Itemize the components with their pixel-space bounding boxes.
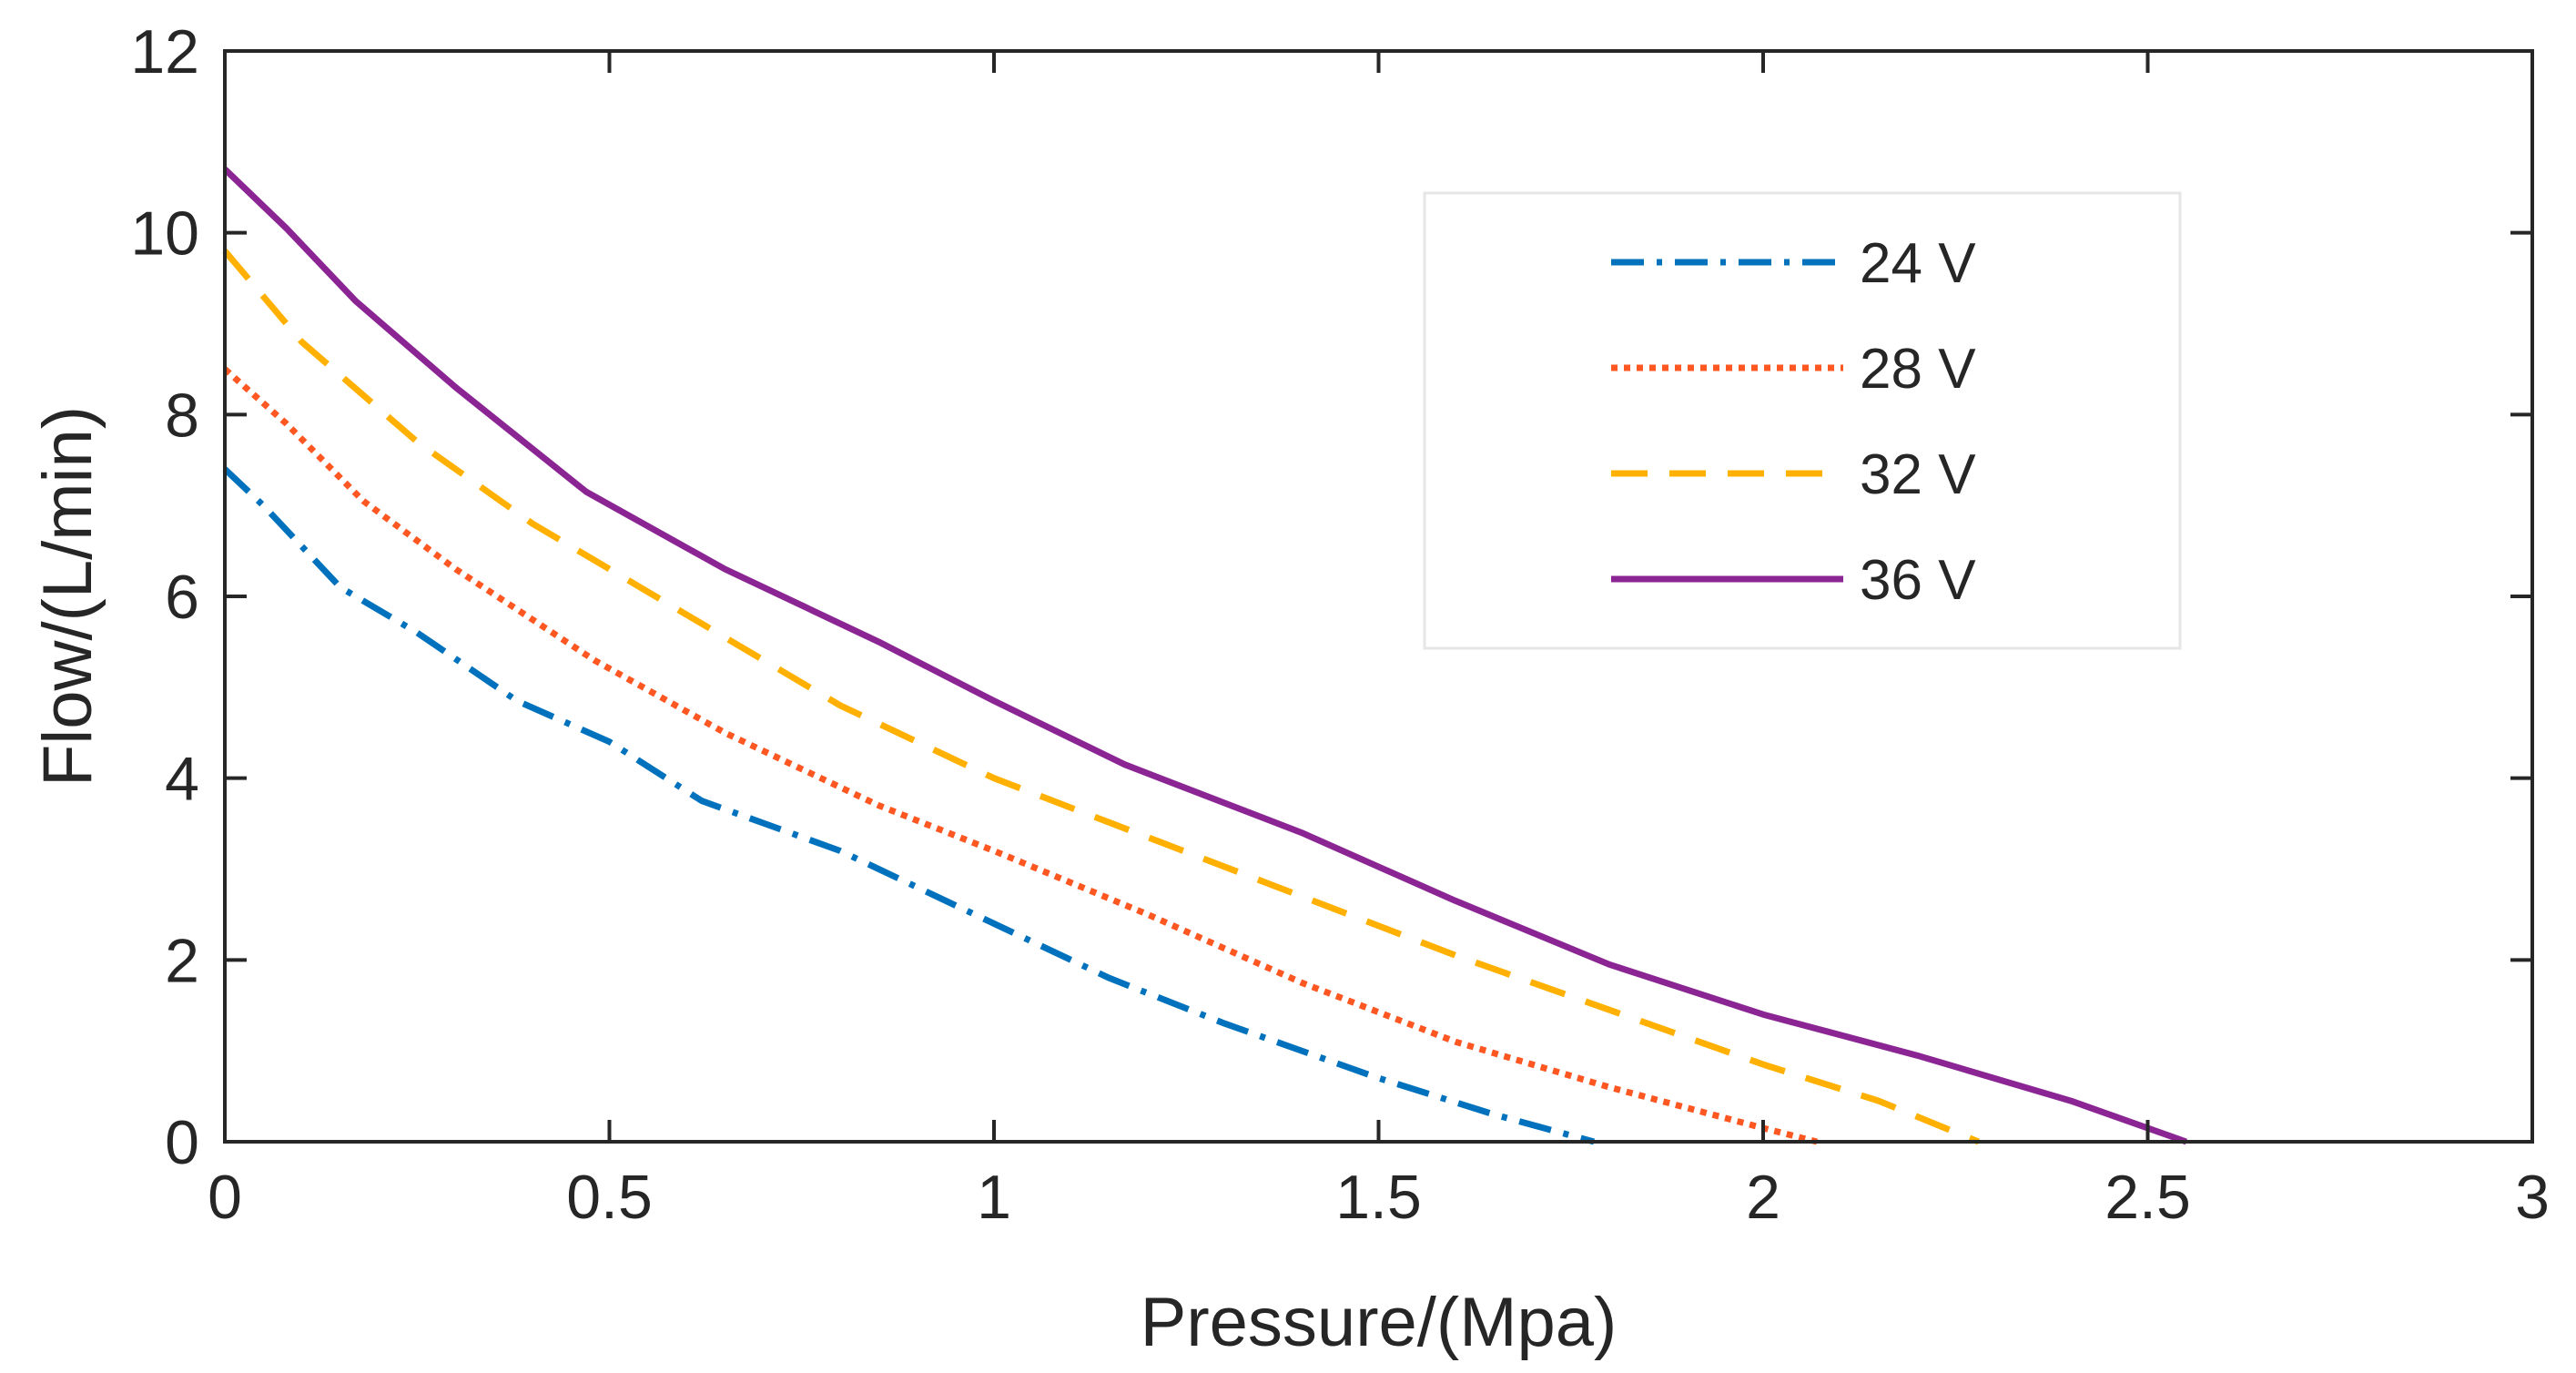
y-tick-label: 12 [130,17,199,86]
axis-ticks [223,49,2534,1144]
y-tick-label: 8 [165,381,199,450]
y-tick-label: 10 [130,199,199,269]
legend-label: 36 V [1860,549,1976,612]
y-axis-label: Flow/(L/min) [29,406,106,787]
y-tick-label: 6 [165,563,199,632]
x-tick-label: 1 [977,1163,1011,1232]
x-tick-label: 0 [208,1163,242,1232]
legend-box [1423,191,2182,650]
x-tick-label: 1.5 [1335,1163,1422,1232]
legend-label: 28 V [1860,338,1976,401]
y-tick-label: 4 [165,745,199,814]
x-tick-label: 2.5 [2104,1163,2191,1232]
series-layer [222,167,2187,1145]
legend-label: 32 V [1860,443,1976,506]
legend-label: 24 V [1860,232,1976,295]
x-tick-label: 2 [1746,1163,1780,1232]
legend: 24 V 28 V 32 V 36 V [1423,191,2182,650]
x-axis-label: Pressure/(Mpa) [1141,1284,1618,1361]
plot-area-frame [223,49,2534,1144]
x-tick-label: 3 [2515,1163,2550,1232]
y-tick-label: 0 [165,1108,199,1177]
series-line-32v [222,249,1980,1145]
x-tick-label: 0.5 [566,1163,653,1232]
series-line-36v [222,167,2187,1145]
tick-labels: 0 0.5 1 1.5 2 2.5 3 0 2 4 6 8 10 12 [130,17,2550,1232]
series-line-24v [222,466,1596,1145]
y-tick-label: 2 [165,926,199,995]
